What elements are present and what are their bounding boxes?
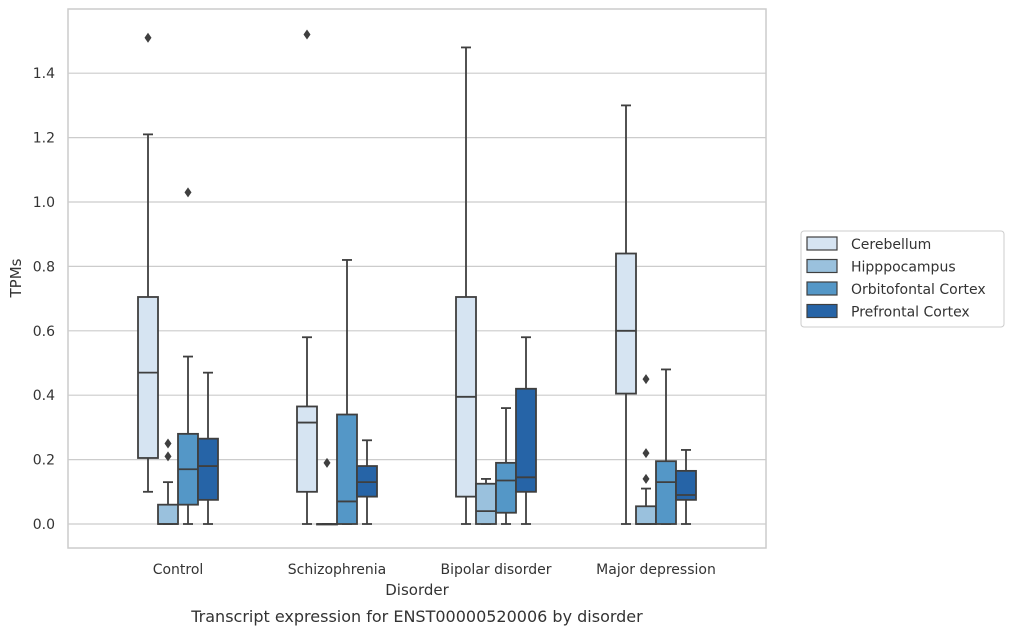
y-tick-label: 0.8 bbox=[33, 259, 55, 275]
x-axis-title: Disorder bbox=[385, 581, 449, 599]
legend-swatch bbox=[806, 303, 838, 319]
box-2-3 bbox=[655, 368, 677, 525]
box-body bbox=[157, 503, 179, 525]
box-3-1 bbox=[356, 439, 378, 525]
outlier-point bbox=[184, 187, 192, 198]
y-tick-label: 0.0 bbox=[33, 517, 55, 533]
box-0-0 bbox=[137, 32, 159, 493]
box-body bbox=[475, 482, 497, 525]
box-2-1 bbox=[336, 259, 358, 525]
box-plots bbox=[137, 29, 697, 526]
legend-swatch bbox=[806, 281, 838, 296]
y-tick-label: 0.2 bbox=[33, 453, 55, 469]
y-axis-ticks: 0.0 0.2 0.4 0.6 0.8 1.0 1.2 1.4 bbox=[33, 66, 55, 533]
box-body bbox=[336, 413, 358, 525]
outlier-point bbox=[164, 451, 172, 462]
y-tick-label: 1.2 bbox=[33, 131, 55, 147]
outlier-point bbox=[642, 473, 650, 484]
outlier-point bbox=[144, 32, 152, 43]
box-0-1 bbox=[296, 29, 318, 525]
box-1-1 bbox=[316, 457, 338, 526]
x-axis-ticks: Control Schizophrenia Bipolar disorder Majo… bbox=[153, 562, 716, 578]
y-tick-label: 1.4 bbox=[33, 66, 55, 82]
box-2-2 bbox=[495, 407, 517, 525]
box-body bbox=[495, 461, 517, 514]
gridlines bbox=[68, 72, 766, 525]
box-body bbox=[635, 505, 657, 525]
y-tick-label: 1.0 bbox=[33, 195, 55, 211]
x-tick-label: Major depression bbox=[596, 562, 716, 578]
legend-label: Hipppocampus bbox=[851, 260, 956, 276]
box-1-2 bbox=[475, 478, 497, 525]
plot-frame bbox=[67, 8, 767, 549]
outlier-point bbox=[323, 457, 331, 468]
legend-swatch bbox=[806, 258, 838, 274]
box-body bbox=[675, 469, 697, 501]
box-3-2 bbox=[515, 336, 537, 525]
box-0-2 bbox=[455, 46, 477, 525]
y-tick-label: 0.6 bbox=[33, 324, 55, 340]
box-0-3 bbox=[615, 104, 637, 525]
outlier-point bbox=[164, 438, 172, 449]
box-body bbox=[296, 405, 318, 493]
legend-swatch bbox=[806, 236, 838, 251]
box-body bbox=[137, 296, 159, 459]
box-1-0 bbox=[157, 438, 179, 525]
box-3-0 bbox=[197, 371, 219, 525]
legend-frame bbox=[800, 230, 1005, 328]
box-body bbox=[197, 437, 219, 501]
box-body bbox=[655, 460, 677, 525]
chart-caption: Transcript expression for ENST0000052000… bbox=[190, 607, 643, 626]
outlier-point bbox=[642, 448, 650, 459]
x-tick-label: Control bbox=[153, 562, 204, 578]
legend: Cerebellum Hipppocampus Orbitofontal Corte… bbox=[800, 230, 1005, 328]
box-3-3 bbox=[675, 449, 697, 525]
outlier-point bbox=[303, 29, 311, 40]
legend-label: Cerebellum bbox=[851, 237, 931, 253]
box-body bbox=[515, 387, 537, 493]
x-tick-label: Schizophrenia bbox=[288, 562, 386, 578]
legend-label: Prefrontal Cortex bbox=[851, 305, 970, 321]
y-axis-title: TPMs bbox=[7, 258, 25, 298]
box-1-3 bbox=[635, 374, 657, 525]
x-tick-label: Bipolar disorder bbox=[440, 562, 551, 578]
outlier-point bbox=[642, 374, 650, 385]
legend-label: Orbitofontal Cortex bbox=[851, 282, 986, 298]
box-body bbox=[615, 252, 637, 395]
box-2-0 bbox=[177, 187, 199, 525]
y-tick-label: 0.4 bbox=[33, 388, 55, 404]
